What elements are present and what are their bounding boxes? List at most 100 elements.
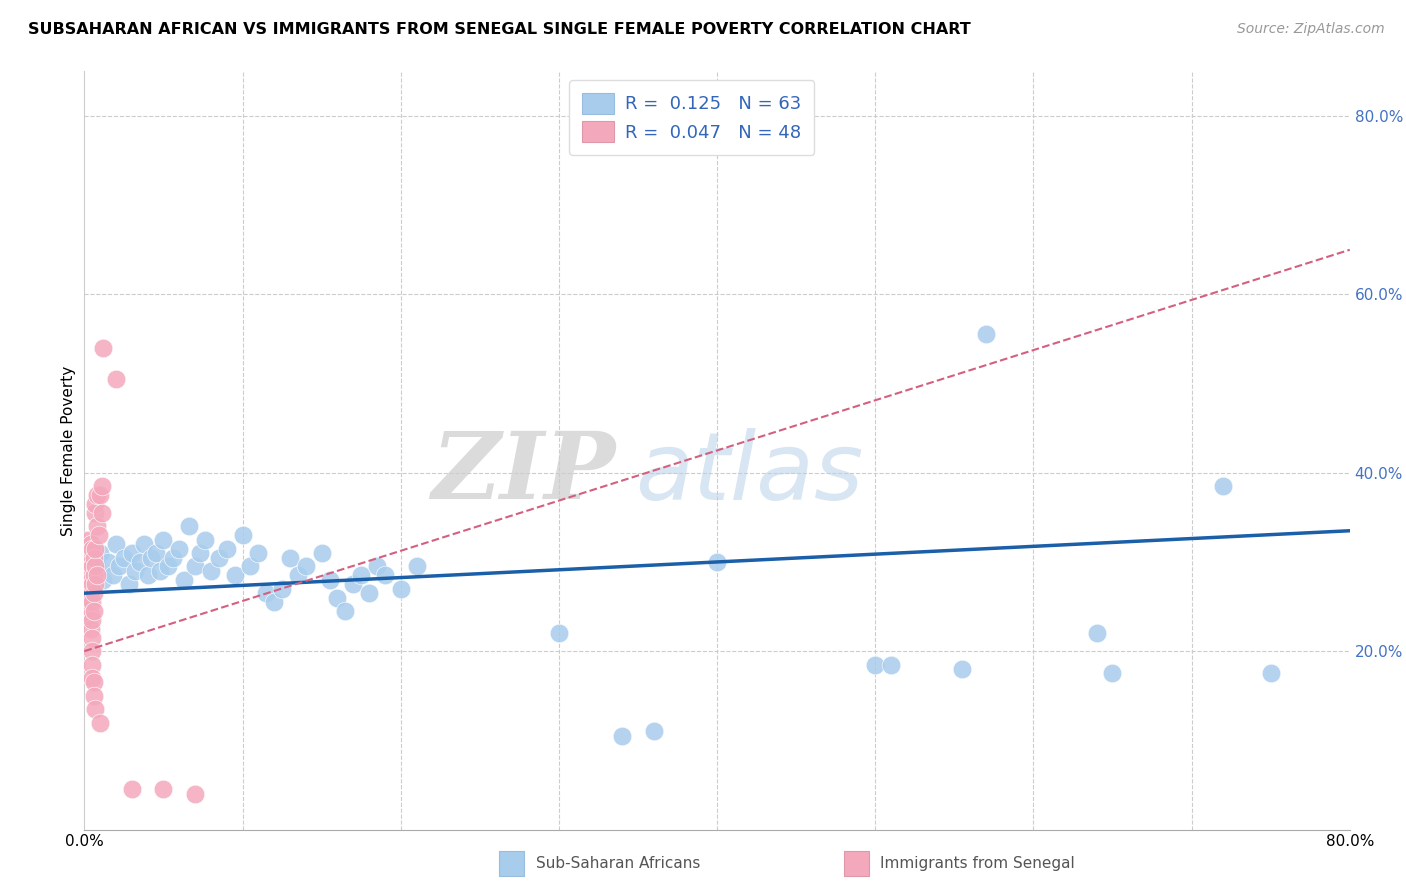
Point [271,582,294,596]
Point [82,559,104,574]
Point [82,577,104,591]
Point [82,631,104,645]
Point [89,546,111,560]
Point [224,568,246,582]
Point [77,546,100,560]
Point [184,787,207,801]
Text: SUBSAHARAN AFRICAN VS IMMIGRANTS FROM SENEGAL SINGLE FEMALE POVERTY CORRELATION : SUBSAHARAN AFRICAN VS IMMIGRANTS FROM SE… [28,22,972,37]
Point [162,550,184,565]
Point [173,573,195,587]
Point [79,537,103,551]
Point [405,559,427,574]
Point [84,702,107,716]
Point [128,555,150,569]
Point [643,724,665,739]
Point [136,568,159,582]
Point [76,555,98,569]
Point [152,533,174,547]
Point [101,568,124,582]
Point [152,782,174,797]
Point [76,533,98,547]
Point [86,559,108,574]
Point [311,546,333,560]
Point [90,479,112,493]
Y-axis label: Single Female Poverty: Single Female Poverty [60,366,76,535]
Point [1260,666,1282,681]
Point [77,564,100,578]
Point [145,546,167,560]
Point [342,577,364,591]
Point [87,528,110,542]
Point [974,327,997,342]
Point [82,671,104,685]
Point [79,622,103,636]
Point [134,537,156,551]
Point [82,657,104,672]
Point [82,644,104,658]
Point [706,555,728,569]
Point [295,559,318,574]
Point [89,715,111,730]
Point [84,559,107,574]
Point [86,519,108,533]
Point [350,568,373,582]
Point [612,729,634,743]
Point [193,533,217,547]
Point [263,595,285,609]
Point [254,586,277,600]
Point [548,626,571,640]
Point [83,604,105,618]
Point [326,591,349,605]
Point [389,582,412,596]
Text: Sub-Saharan Africans: Sub-Saharan Africans [536,856,700,871]
Text: ZIP: ZIP [432,428,616,518]
Point [84,497,107,511]
Point [83,550,105,565]
Point [208,550,231,565]
Point [247,546,270,560]
Point [79,573,103,587]
Point [82,613,104,627]
Point [83,689,105,703]
Point [108,559,131,574]
Point [83,675,105,690]
Legend: R =  0.125   N = 63, R =  0.047   N = 48: R = 0.125 N = 63, R = 0.047 N = 48 [569,80,814,154]
Point [374,568,396,582]
Point [93,341,115,355]
Point [950,662,973,676]
Point [86,568,108,582]
Point [82,577,104,591]
Point [215,541,238,556]
Point [318,573,340,587]
Text: Immigrants from Senegal: Immigrants from Senegal [880,856,1076,871]
Point [79,591,103,605]
Point [83,586,105,600]
Text: Source: ZipAtlas.com: Source: ZipAtlas.com [1237,22,1385,37]
Point [200,564,222,578]
Point [287,568,309,582]
Point [335,604,357,618]
Point [89,488,111,502]
Point [863,657,887,672]
Point [84,541,107,556]
Point [1212,479,1234,493]
Point [79,608,103,623]
Point [93,573,115,587]
Text: atlas: atlas [636,427,863,519]
Point [77,599,100,614]
Point [83,568,105,582]
Point [177,519,200,533]
Point [86,488,108,502]
Point [139,550,162,565]
Point [76,573,98,587]
Point [84,506,107,520]
Point [82,595,104,609]
Point [118,577,141,591]
Point [157,559,180,574]
Point [1101,666,1123,681]
Point [366,559,388,574]
Point [82,541,104,556]
Point [77,582,100,596]
Point [97,555,120,569]
Point [278,550,301,565]
